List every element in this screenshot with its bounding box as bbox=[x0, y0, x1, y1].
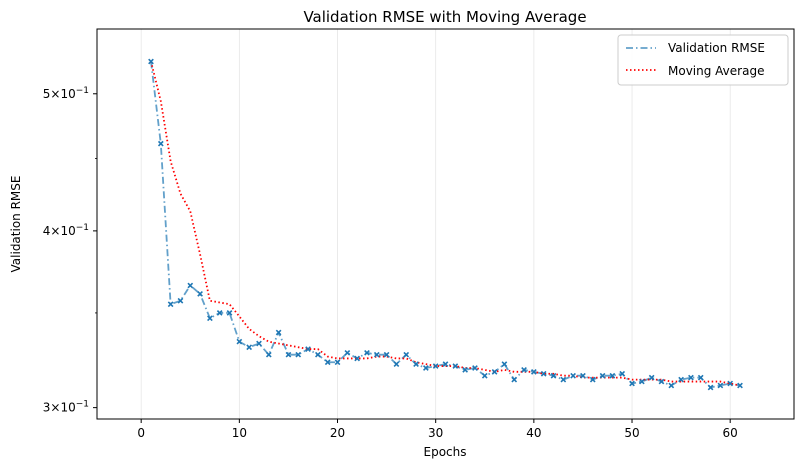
validation-rmse-point bbox=[295, 351, 302, 358]
validation-rmse-point bbox=[265, 351, 272, 358]
validation-rmse-point bbox=[629, 380, 635, 387]
chart-title: Validation RMSE with Moving Average bbox=[303, 8, 586, 26]
validation-rmse-point bbox=[246, 344, 253, 351]
validation-rmse-point bbox=[236, 338, 243, 345]
y-tick-label: 5×10−1 bbox=[43, 86, 89, 101]
validation-rmse-point bbox=[521, 367, 527, 373]
validation-rmse-point bbox=[570, 372, 576, 379]
validation-rmse-point bbox=[580, 372, 586, 379]
validation-rmse-point bbox=[609, 372, 616, 379]
validation-rmse-point bbox=[285, 351, 292, 358]
validation-rmse-point bbox=[207, 315, 213, 322]
x-tick-label: 0 bbox=[137, 426, 145, 440]
validation-rmse-point bbox=[599, 372, 606, 379]
validation-rmse-point bbox=[452, 363, 459, 369]
validation-rmse-point bbox=[315, 351, 321, 358]
validation-rmse-point bbox=[658, 378, 665, 385]
validation-rmse-point bbox=[403, 351, 410, 358]
validation-rmse-point bbox=[540, 370, 547, 377]
validation-rmse-point bbox=[187, 282, 194, 289]
validation-rmse-point bbox=[560, 376, 567, 383]
plot-frame bbox=[96, 28, 795, 420]
x-tick-label: 20 bbox=[330, 426, 345, 440]
validation-rmse-point bbox=[707, 384, 714, 391]
validation-rmse-point bbox=[589, 376, 596, 383]
validation-rmse-point bbox=[177, 297, 184, 304]
validation-rmse-point bbox=[737, 382, 743, 389]
validation-rmse-point bbox=[491, 368, 498, 375]
validation-rmse-point bbox=[717, 382, 724, 389]
validation-rmse-point bbox=[501, 361, 508, 368]
x-tick-label: 30 bbox=[428, 426, 443, 440]
validation-rmse-point bbox=[256, 340, 262, 347]
validation-rmse-point bbox=[413, 361, 419, 368]
validation-rmse-point bbox=[442, 361, 449, 368]
x-tick-label: 60 bbox=[723, 426, 738, 440]
y-tick-label: 3×10−1 bbox=[43, 400, 89, 415]
axis-layer: 0 10 20 30 40 50 60 3×10−1 4×10−1 5×10−1 bbox=[43, 86, 738, 440]
validation-rmse-point bbox=[383, 351, 390, 358]
validation-rmse-point bbox=[678, 376, 684, 383]
validation-rmse-point bbox=[167, 301, 174, 308]
x-axis-label: Epochs bbox=[424, 445, 467, 459]
x-tick-label: 50 bbox=[624, 426, 639, 440]
validation-rmse-point bbox=[354, 355, 361, 362]
validation-rmse-point bbox=[530, 368, 537, 375]
y-axis-label: Validation RMSE bbox=[9, 176, 23, 273]
validation-rmse-point bbox=[148, 58, 154, 65]
validation-rmse-point bbox=[324, 359, 331, 366]
validation-rmse-point bbox=[344, 349, 351, 356]
grid-layer bbox=[140, 29, 731, 419]
legend-label-validation-rmse: Validation RMSE bbox=[668, 41, 765, 55]
validation-rmse-point bbox=[511, 376, 518, 383]
legend-label-moving-average: Moving Average bbox=[668, 64, 764, 78]
validation-rmse-point bbox=[648, 374, 655, 381]
x-tick-label: 10 bbox=[232, 426, 247, 440]
validation-rmse-point bbox=[688, 374, 694, 381]
validation-rmse-point bbox=[550, 372, 557, 379]
validation-rmse-point bbox=[334, 359, 341, 366]
validation-rmse-point bbox=[216, 310, 223, 316]
validation-rmse-point bbox=[364, 349, 370, 356]
x-tick-label: 40 bbox=[526, 426, 541, 440]
validation-rmse-point bbox=[697, 374, 704, 381]
validation-rmse-point bbox=[481, 372, 488, 379]
validation-rmse-point bbox=[393, 361, 400, 368]
validation-rmse-point bbox=[432, 363, 439, 369]
validation-rmse-point bbox=[668, 382, 675, 389]
series-layer bbox=[148, 58, 743, 391]
validation-rmse-point bbox=[462, 367, 468, 373]
validation-rmse-point bbox=[275, 329, 282, 336]
validation-rmse-point bbox=[305, 346, 311, 352]
legend-frame bbox=[617, 34, 789, 86]
validation-rmse-point bbox=[619, 370, 626, 377]
y-tick-label: 4×10−1 bbox=[43, 223, 89, 238]
validation-rmse-point bbox=[638, 378, 645, 385]
validation-rmse-point bbox=[157, 140, 164, 147]
validation-rmse-point bbox=[373, 351, 380, 358]
validation-rmse-point bbox=[423, 365, 429, 371]
legend: Validation RMSE Moving Average bbox=[617, 34, 789, 86]
validation-rmse-point bbox=[197, 291, 203, 297]
validation-rmse-point bbox=[727, 380, 734, 387]
validation-rmse-point bbox=[226, 310, 233, 316]
validation-rmse-point bbox=[472, 365, 478, 371]
